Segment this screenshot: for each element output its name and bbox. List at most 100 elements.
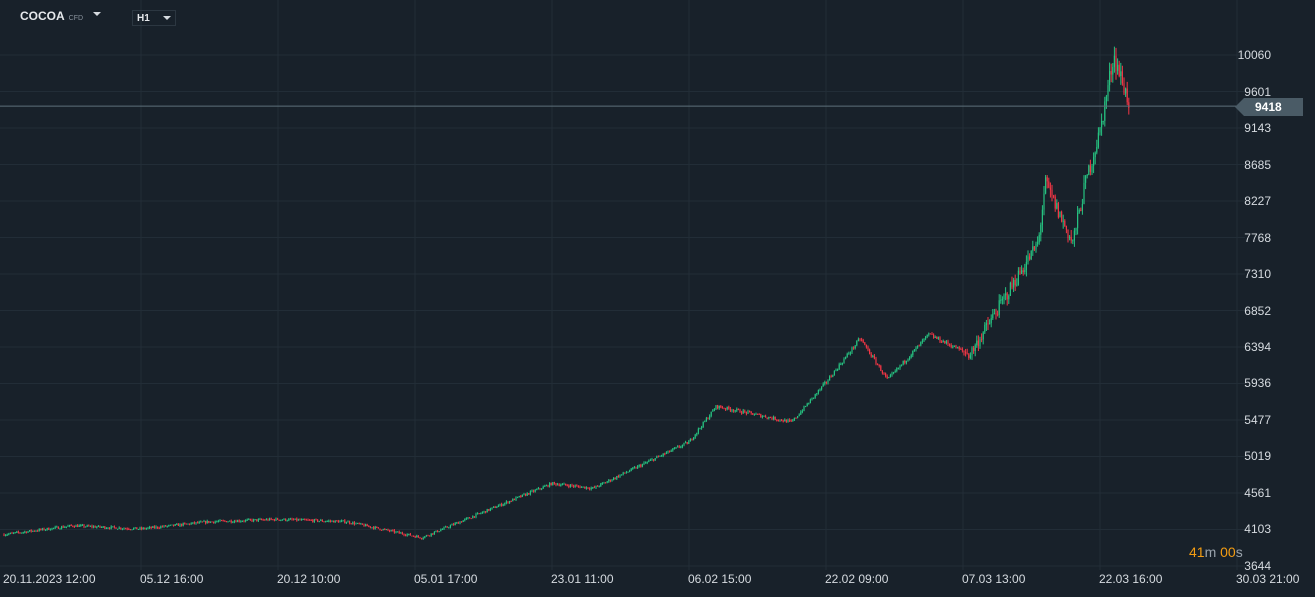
candle — [518, 496, 520, 498]
candle — [891, 373, 893, 376]
candle — [189, 523, 191, 525]
candle — [329, 520, 331, 522]
candle — [513, 498, 515, 501]
candle — [1077, 212, 1079, 229]
candle — [915, 347, 917, 350]
candle — [896, 368, 898, 371]
candle — [902, 360, 904, 365]
candle — [13, 532, 15, 534]
candle — [715, 405, 717, 410]
candle — [686, 442, 688, 444]
candle — [75, 525, 77, 527]
candle — [1043, 193, 1045, 210]
candle — [1059, 211, 1061, 218]
countdown-seconds: 00 — [1220, 544, 1236, 560]
candle — [443, 527, 445, 530]
candle — [94, 526, 96, 528]
candle — [294, 518, 296, 520]
candle — [163, 525, 165, 527]
candle — [230, 520, 232, 523]
candle — [283, 518, 285, 520]
candle — [694, 434, 696, 438]
candle — [203, 521, 205, 523]
candle — [600, 483, 602, 487]
candle — [376, 526, 378, 528]
candle — [211, 521, 213, 523]
candle — [56, 526, 58, 528]
candle — [222, 520, 224, 522]
candle — [816, 393, 818, 395]
timeframe-selector[interactable]: H1 — [132, 10, 176, 26]
candle — [70, 525, 72, 527]
candle — [53, 527, 55, 529]
candle — [277, 518, 279, 520]
symbol-selector[interactable]: COCOA CFD — [20, 9, 102, 23]
candle — [869, 349, 871, 354]
candle — [462, 520, 464, 523]
candle — [1041, 209, 1043, 225]
candle — [664, 453, 666, 455]
candle — [118, 527, 120, 529]
candle — [878, 364, 880, 366]
candle — [769, 416, 771, 418]
candle — [366, 524, 368, 527]
candle — [696, 432, 698, 435]
candle — [883, 373, 885, 375]
candle — [1075, 228, 1077, 231]
candle — [941, 341, 943, 343]
candle — [913, 349, 915, 351]
candle — [377, 527, 379, 529]
candle — [459, 521, 461, 524]
candle — [1080, 209, 1082, 211]
candle — [245, 519, 247, 522]
candle — [190, 523, 192, 525]
candle — [624, 472, 626, 474]
candle — [374, 526, 376, 529]
candle — [1070, 236, 1072, 241]
candle — [1065, 226, 1067, 230]
candle — [872, 355, 874, 357]
candle — [989, 323, 991, 325]
candle — [88, 525, 90, 527]
candle — [441, 529, 443, 531]
candle — [957, 347, 959, 349]
candle — [365, 524, 367, 527]
candle — [318, 520, 320, 522]
time-label: 05.12 16:00 — [140, 572, 204, 586]
candle — [537, 488, 539, 490]
candle — [673, 448, 675, 450]
candle — [40, 529, 42, 531]
candle — [313, 519, 315, 522]
price-label: 7768 — [1244, 230, 1271, 245]
candle — [286, 520, 288, 522]
candle — [73, 526, 75, 528]
candle — [566, 485, 568, 487]
candle — [305, 519, 307, 521]
candle — [1094, 152, 1096, 158]
chevron-down-icon[interactable] — [93, 12, 102, 16]
candle — [808, 403, 810, 405]
candle — [665, 452, 667, 454]
time-label: 30.03 21:00 — [1236, 572, 1300, 586]
candle — [1123, 83, 1125, 94]
candle — [881, 370, 883, 374]
candle — [408, 533, 410, 535]
candle — [928, 333, 930, 335]
price-label: 4561 — [1244, 485, 1271, 500]
candle — [875, 358, 877, 364]
candle — [829, 376, 831, 381]
candle — [774, 416, 776, 420]
candle — [61, 526, 63, 529]
candle — [643, 462, 645, 465]
candle — [145, 528, 147, 530]
candle — [267, 519, 269, 521]
candle — [918, 345, 920, 347]
candle — [435, 530, 437, 532]
candle — [467, 517, 469, 519]
candle — [33, 530, 35, 532]
candle — [558, 484, 560, 486]
candle — [587, 487, 589, 489]
candle — [504, 503, 506, 505]
candle — [475, 513, 477, 518]
